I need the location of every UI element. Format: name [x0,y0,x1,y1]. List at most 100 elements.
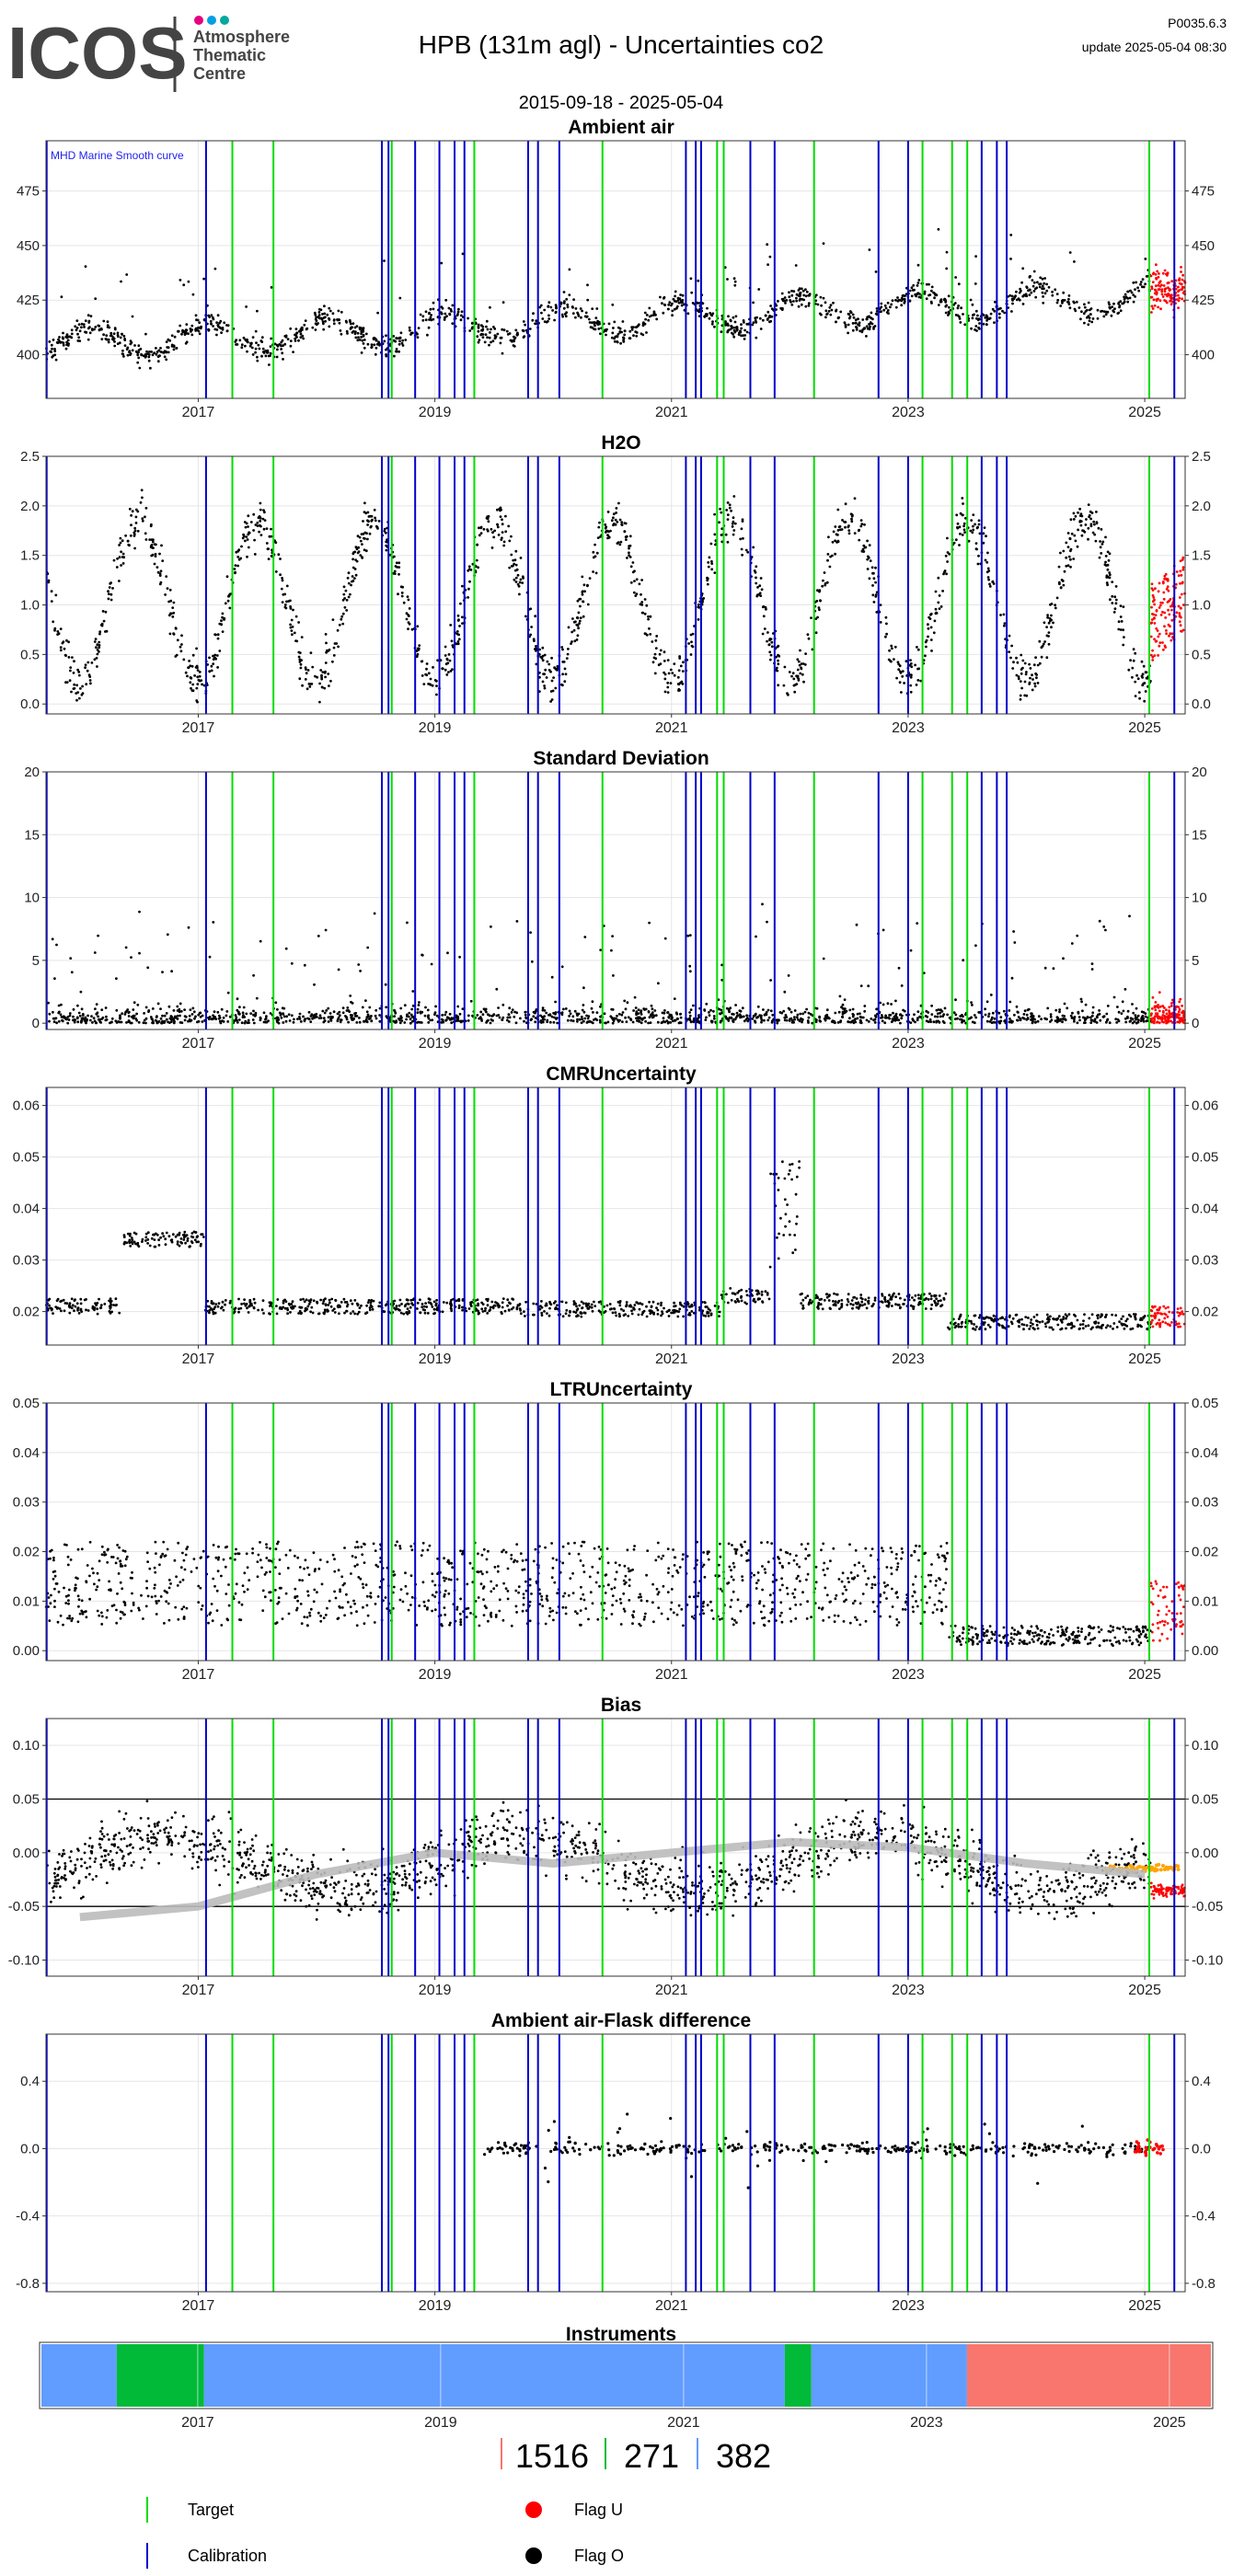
data-point [137,344,141,348]
data-point [123,344,127,347]
data-point [635,334,639,338]
y-tick-label: 0.0 [20,696,40,712]
data-point [1116,1018,1120,1021]
data-point [1099,540,1101,543]
data-point [405,617,409,621]
data-point [903,300,906,303]
data-point [81,1017,85,1020]
data-point [290,961,294,965]
data-point [761,605,765,609]
data-point [643,1016,646,1019]
data-point [307,1010,311,1014]
data-point [274,1017,277,1020]
data-point [583,1017,587,1020]
data-point [766,920,768,924]
data-point [66,1021,70,1025]
data-point [803,1010,807,1014]
data-point [292,608,294,612]
data-point [431,684,434,687]
data-point [1030,291,1033,294]
data-point [432,301,435,305]
data-point [485,319,489,323]
data-point [56,633,59,636]
data-point [570,630,574,634]
data-point [713,325,716,328]
data-point [1158,604,1162,607]
data-point [751,1018,755,1020]
data-point [891,299,894,303]
data-point [1161,601,1164,604]
data-point [291,625,294,628]
data-point [1105,1012,1109,1016]
data-point [929,1020,932,1023]
data-point [611,1021,615,1025]
data-point [788,295,791,299]
data-point [113,344,117,348]
data-point [86,314,90,317]
data-point [448,659,452,662]
data-point [1119,309,1123,313]
data-point [834,552,836,556]
data-point [1079,997,1083,1001]
data-point [612,512,616,516]
data-point [576,311,579,315]
data-point [552,676,555,679]
data-point [971,531,974,535]
data-point [259,1018,262,1022]
data-point [519,578,523,581]
data-point [184,341,188,345]
data-point [1090,320,1094,324]
data-point [929,638,933,641]
data-point [1029,676,1031,680]
data-point [1077,1010,1080,1014]
data-point [1134,1014,1137,1018]
data-point [155,347,157,350]
data-point [1133,1020,1136,1023]
data-point [865,317,869,321]
data-point [180,643,183,646]
data-point [241,1016,245,1018]
data-point [866,568,870,570]
data-point [1046,1006,1050,1010]
data-point [1180,573,1183,577]
data-point [597,320,601,324]
data-point [993,321,996,324]
version-label: P0035.6.3 [1168,16,1227,30]
data-point [1062,549,1066,553]
data-point [456,614,460,617]
data-point [170,970,174,973]
data-point [322,322,325,326]
data-point [460,310,464,314]
data-point [399,585,403,589]
data-point [1156,270,1159,273]
data-point [661,1011,664,1015]
data-point [410,627,414,631]
data-point [1075,300,1078,304]
data-point [339,329,342,332]
data-point [969,529,973,533]
data-point [1174,287,1178,291]
data-point [279,573,282,577]
data-point [1128,296,1132,300]
data-point [340,310,343,314]
data-point [994,300,997,304]
data-point [299,662,303,666]
data-point [435,684,438,687]
data-point [374,352,377,356]
data-point [1031,1014,1033,1018]
data-point [501,523,504,526]
data-point [932,631,936,635]
data-point [136,361,140,364]
data-point [445,315,448,318]
data-point [1156,629,1159,632]
data-point [368,532,372,535]
data-point [720,527,724,531]
data-point [919,679,922,683]
data-point [1043,287,1045,291]
data-point [581,575,584,579]
data-point [806,633,810,637]
data-point [576,624,580,627]
data-point [423,1014,427,1018]
data-point [112,558,116,562]
data-point [521,581,524,584]
